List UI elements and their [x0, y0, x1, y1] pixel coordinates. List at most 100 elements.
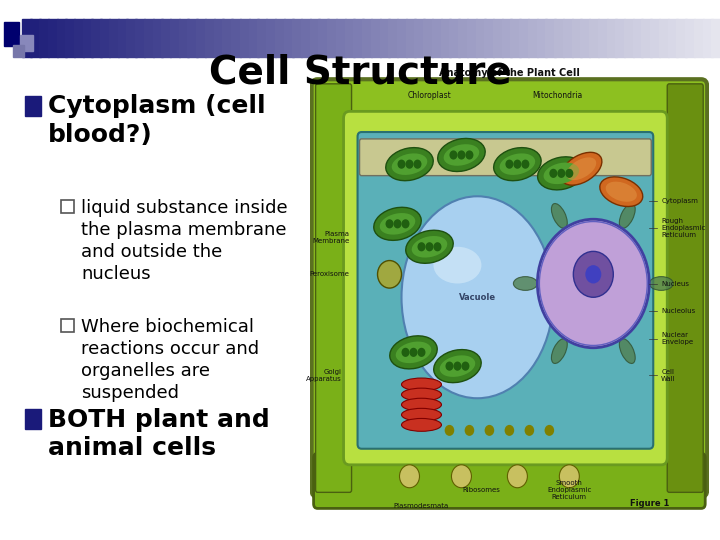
Bar	[214, 19, 224, 57]
Text: Where biochemical
reactions occur and
organelles are
suspended: Where biochemical reactions occur and or…	[81, 318, 259, 402]
Circle shape	[402, 219, 410, 228]
Text: Cytoplasm (cell
blood?): Cytoplasm (cell blood?)	[48, 94, 266, 147]
Ellipse shape	[402, 197, 554, 399]
Circle shape	[505, 160, 513, 168]
FancyBboxPatch shape	[343, 111, 667, 465]
Bar	[30, 19, 40, 57]
Bar	[205, 19, 215, 57]
Bar	[301, 19, 311, 57]
Ellipse shape	[438, 138, 485, 172]
Circle shape	[585, 265, 601, 284]
Bar	[554, 19, 564, 57]
Ellipse shape	[396, 342, 431, 363]
Text: Anatomy of the Plant Cell: Anatomy of the Plant Cell	[439, 68, 580, 78]
Bar	[475, 19, 486, 57]
Text: Plasma
Membrane: Plasma Membrane	[312, 231, 350, 244]
Text: Mitochondria: Mitochondria	[532, 91, 582, 100]
Bar	[493, 19, 503, 57]
Ellipse shape	[561, 152, 602, 185]
Bar	[703, 19, 713, 57]
Bar	[694, 19, 704, 57]
Bar	[222, 19, 233, 57]
Bar	[284, 19, 294, 57]
FancyBboxPatch shape	[667, 84, 703, 492]
Ellipse shape	[379, 213, 415, 234]
Ellipse shape	[402, 418, 441, 431]
Text: Plasmodesmata: Plasmodesmata	[394, 503, 449, 509]
Circle shape	[505, 425, 514, 436]
Bar	[379, 19, 390, 57]
Bar	[606, 19, 617, 57]
Text: Ribosomes: Ribosomes	[462, 487, 500, 493]
Circle shape	[385, 219, 394, 228]
Bar	[536, 19, 547, 57]
Bar	[39, 19, 49, 57]
Bar	[61, 200, 74, 213]
Bar	[685, 19, 696, 57]
Bar	[650, 19, 660, 57]
Bar	[48, 19, 58, 57]
Text: Cytoplasm: Cytoplasm	[661, 198, 698, 204]
Bar	[196, 19, 207, 57]
Circle shape	[410, 348, 418, 357]
Bar	[310, 19, 320, 57]
Bar	[25, 409, 41, 429]
Ellipse shape	[619, 339, 635, 363]
Text: Peroxisome: Peroxisome	[310, 271, 350, 278]
FancyBboxPatch shape	[312, 79, 707, 497]
Bar	[598, 19, 608, 57]
Bar	[22, 19, 32, 57]
Ellipse shape	[649, 276, 673, 291]
Bar	[57, 19, 67, 57]
Bar	[25, 96, 41, 116]
Bar	[127, 19, 137, 57]
Bar	[615, 19, 626, 57]
Circle shape	[457, 151, 465, 160]
Circle shape	[400, 465, 420, 488]
Bar	[336, 19, 346, 57]
Circle shape	[573, 252, 613, 297]
Ellipse shape	[500, 153, 535, 175]
Bar	[528, 19, 538, 57]
Bar	[624, 19, 634, 57]
Circle shape	[559, 465, 580, 488]
Circle shape	[525, 425, 534, 436]
Circle shape	[485, 425, 494, 436]
Circle shape	[405, 160, 413, 168]
Bar	[240, 19, 250, 57]
Ellipse shape	[402, 399, 441, 411]
FancyBboxPatch shape	[358, 132, 653, 449]
Ellipse shape	[494, 147, 541, 181]
Ellipse shape	[374, 207, 421, 240]
Bar	[642, 19, 652, 57]
Ellipse shape	[513, 276, 537, 291]
Bar	[423, 19, 433, 57]
Circle shape	[377, 261, 402, 288]
Circle shape	[508, 465, 527, 488]
Ellipse shape	[538, 157, 585, 190]
Bar	[318, 19, 328, 57]
Ellipse shape	[544, 163, 579, 184]
Bar	[563, 19, 573, 57]
Circle shape	[464, 425, 474, 436]
Bar	[406, 19, 416, 57]
Circle shape	[565, 168, 573, 178]
Bar	[415, 19, 425, 57]
Bar	[633, 19, 643, 57]
Bar	[510, 19, 521, 57]
Bar	[589, 19, 599, 57]
Bar	[432, 19, 442, 57]
Bar	[676, 19, 687, 57]
Ellipse shape	[600, 177, 643, 206]
Text: Nuclear
Envelope: Nuclear Envelope	[661, 332, 693, 345]
Bar	[467, 19, 477, 57]
Text: liquid substance inside
the plasma membrane
and outside the
nucleus: liquid substance inside the plasma membr…	[81, 199, 288, 284]
FancyBboxPatch shape	[315, 84, 351, 492]
Bar	[275, 19, 285, 57]
Text: Golgi
Apparatus: Golgi Apparatus	[306, 369, 341, 382]
Text: Figure 1: Figure 1	[629, 500, 669, 508]
Bar	[144, 19, 154, 57]
Bar	[187, 19, 197, 57]
Text: Nucleolus: Nucleolus	[661, 308, 696, 314]
Ellipse shape	[433, 247, 482, 284]
